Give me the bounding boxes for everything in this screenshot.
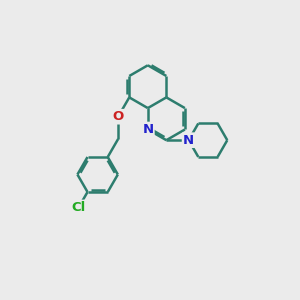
Text: N: N xyxy=(183,134,194,147)
Text: O: O xyxy=(112,110,124,123)
Text: N: N xyxy=(142,123,153,136)
Text: Cl: Cl xyxy=(71,201,86,214)
